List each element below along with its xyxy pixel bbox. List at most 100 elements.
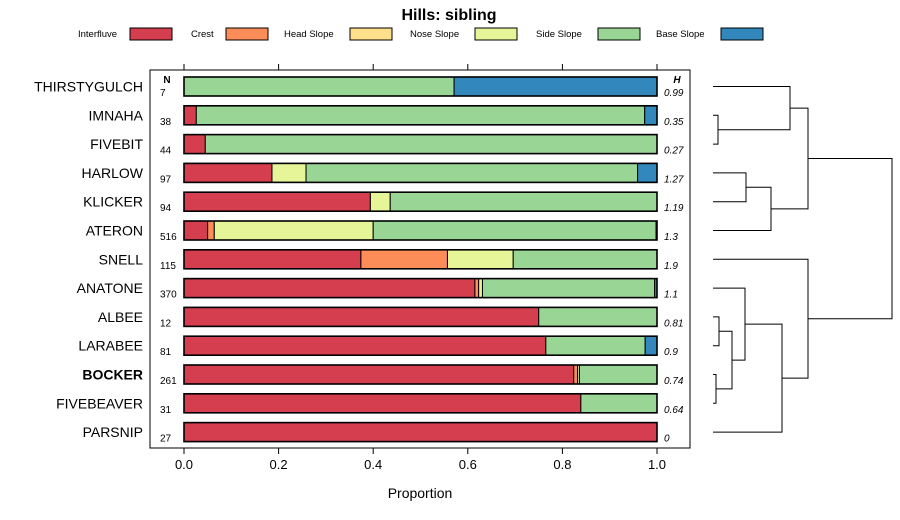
bar-segment	[183, 105, 197, 126]
dendrogram-branch	[713, 323, 783, 433]
x-tick-label: 0.6	[459, 457, 477, 472]
row-label: PARSNIP	[83, 424, 143, 440]
n-value: 81	[160, 347, 172, 358]
bar-segment	[478, 278, 483, 299]
bar-segment	[183, 162, 273, 183]
x-axis: 0.0 0.2 0.4 0.6 0.8 1.0	[175, 448, 666, 472]
dendrogram-branch	[713, 86, 791, 131]
bar-segment	[207, 220, 215, 241]
bar-segment	[183, 134, 206, 155]
x-tick-label: 0.2	[270, 457, 288, 472]
bar-outline	[183, 277, 658, 299]
n-value: 38	[160, 117, 172, 128]
bar-segment	[204, 134, 658, 155]
dendrogram	[713, 86, 893, 433]
bar-rows: THIRSTYGULCH 7 0.99 IMNAHA 38 0.35 FIVEBIT 44 0.…	[34, 76, 684, 445]
bar-segment	[183, 306, 540, 327]
legend: Interfluve Crest Head Slope Nose Slope Side …	[78, 27, 764, 41]
plot-frame	[149, 69, 691, 449]
dendrogram-branch	[713, 114, 719, 145]
n-value: 94	[160, 203, 172, 214]
legend-swatch	[597, 27, 641, 41]
n-value: 27	[160, 434, 172, 445]
dendrogram-branch	[713, 287, 746, 361]
x-tick-label: 0.4	[364, 457, 382, 472]
dendrogram-branch	[716, 330, 733, 390]
legend-swatch	[349, 27, 393, 41]
row-label: THIRSTYGULCH	[34, 79, 143, 95]
bar-segment	[644, 335, 658, 356]
bar-segment	[372, 220, 657, 241]
bar-segment	[453, 76, 658, 97]
bar-outline	[183, 249, 658, 270]
legend-label: Side Slope	[536, 29, 582, 40]
bar-outline	[183, 335, 658, 357]
h-value: 0.35	[664, 117, 684, 128]
bar-segment	[446, 249, 514, 270]
row-label: FIVEBIT	[90, 136, 143, 152]
x-tick-label: 1.0	[648, 457, 666, 472]
legend-swatch	[720, 27, 764, 41]
legend-label: Crest	[191, 29, 214, 40]
bar-segment	[474, 278, 480, 299]
h-value: 0	[664, 434, 670, 445]
n-value: 31	[160, 405, 172, 416]
bar-outline	[183, 105, 658, 126]
bar-outline	[183, 392, 658, 414]
bar-outline	[183, 191, 658, 212]
h-value: 1.9	[664, 261, 678, 272]
n-value: 516	[160, 232, 177, 243]
bar-segment	[183, 76, 455, 97]
bar-segment	[580, 393, 658, 414]
bar-segment	[195, 105, 646, 126]
bar-outline	[183, 421, 658, 443]
row-label: KLICKER	[83, 194, 143, 210]
bar-segment	[578, 364, 658, 385]
bar-outline	[183, 306, 658, 328]
n-value: 97	[160, 174, 172, 185]
row-label: FIVEBEAVER	[56, 395, 143, 411]
x-axis-label: Proportion	[388, 485, 453, 501]
bar-segment	[183, 191, 371, 212]
h-value: 1.3	[664, 232, 678, 243]
h-header: H	[673, 75, 681, 86]
bar-segment	[512, 249, 658, 270]
bar-segment	[183, 249, 362, 270]
legend-label: Base Slope	[656, 29, 705, 40]
bar-outline	[183, 162, 658, 184]
x-tick-label: 0.0	[175, 457, 193, 472]
n-value: 261	[160, 376, 177, 387]
n-header: N	[163, 75, 170, 86]
n-value: 44	[160, 146, 172, 157]
bar-segment	[538, 306, 658, 327]
bar-segment	[644, 105, 658, 126]
bar-segment	[183, 364, 575, 385]
bar-segment	[305, 162, 639, 183]
h-value: 1.1	[664, 290, 678, 301]
bar-segment	[637, 162, 658, 183]
bar-outline	[183, 76, 658, 97]
bar-segment	[573, 364, 579, 385]
h-value: 0.81	[664, 318, 683, 329]
bar-segment	[213, 220, 374, 241]
bar-outline	[183, 364, 658, 385]
h-value: 1.19	[664, 203, 684, 214]
dendrogram-branch	[713, 316, 720, 347]
n-value: 7	[160, 88, 166, 99]
bar-outline	[183, 220, 658, 241]
h-value: 1.27	[664, 174, 684, 185]
bar-segment	[271, 162, 307, 183]
dendrogram-branch	[713, 172, 747, 203]
bar-segment	[183, 335, 547, 356]
bar-segment	[183, 278, 476, 299]
bar-segment	[545, 335, 646, 356]
top-axis-ticks	[183, 64, 658, 70]
bar-segment	[369, 191, 391, 212]
legend-swatch	[474, 27, 518, 41]
h-value: 0.64	[664, 405, 684, 416]
bar-segment	[183, 422, 658, 443]
legend-label: Interfluve	[78, 29, 117, 40]
bar-segment	[389, 191, 658, 212]
bar-segment	[183, 393, 582, 414]
